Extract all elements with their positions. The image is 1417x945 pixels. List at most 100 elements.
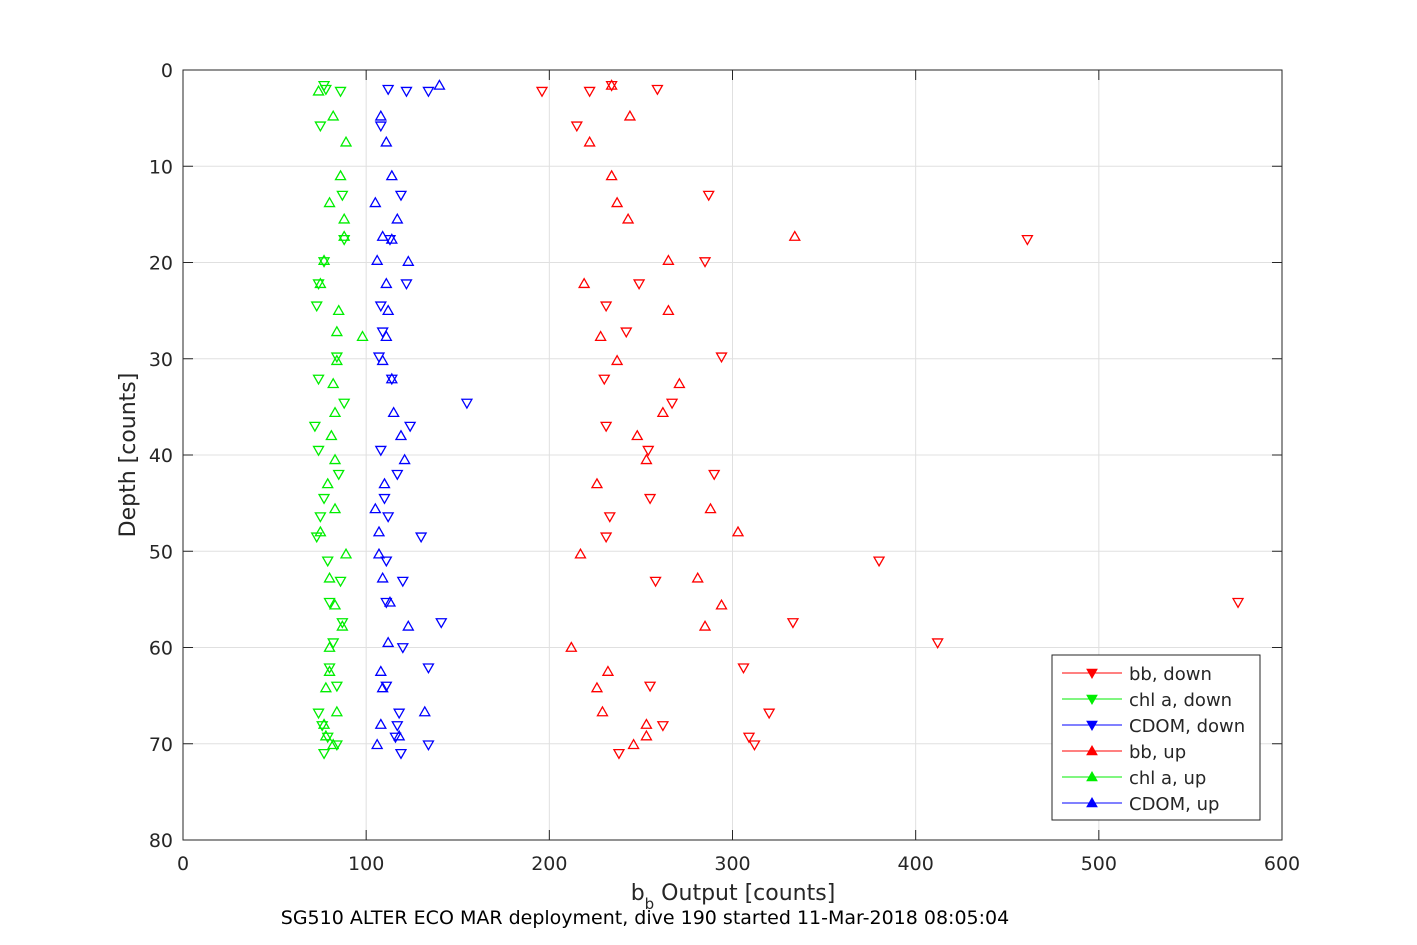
data-point-marker: [643, 493, 657, 505]
x-tick-label: 600: [1264, 853, 1300, 875]
data-point-marker: [323, 665, 336, 676]
data-point-marker: [598, 374, 611, 386]
y-tick-label: 60: [149, 638, 173, 660]
data-point-marker: [319, 681, 332, 693]
data-point-marker: [422, 86, 435, 98]
data-point-marker: [590, 477, 604, 489]
data-point-marker: [323, 196, 336, 208]
data-markers: [308, 79, 1245, 760]
data-point-marker: [372, 547, 386, 559]
data-point-marker: [698, 620, 712, 631]
x-axis-label: bb Output [counts]: [631, 881, 836, 913]
data-point-marker: [374, 665, 387, 676]
x-tick-label: 200: [531, 853, 567, 875]
data-point-marker: [565, 641, 578, 652]
data-point-marker: [643, 681, 657, 693]
x-tick-label: 500: [1081, 853, 1117, 875]
data-point-marker: [404, 421, 417, 433]
data-point-marker: [330, 681, 343, 693]
data-point-marker: [374, 718, 387, 729]
data-point-marker: [623, 109, 637, 121]
data-point-marker: [332, 469, 345, 481]
data-point-marker: [394, 429, 408, 441]
figure-caption: SG510 ALTER ECO MAR deployment, dive 190…: [281, 907, 1009, 929]
data-point-marker: [610, 354, 624, 366]
y-tick-label: 40: [149, 445, 173, 467]
data-point-marker: [422, 663, 435, 675]
data-point-marker: [763, 708, 776, 720]
data-point-marker: [649, 576, 662, 588]
x-tick-label: 0: [177, 853, 189, 875]
data-point-marker: [731, 525, 745, 537]
legend-marker: [1086, 770, 1098, 782]
data-point-marker: [400, 86, 413, 98]
data-point-marker: [378, 477, 391, 489]
legend-label: chl a, up: [1129, 768, 1206, 789]
data-point-marker: [317, 254, 331, 265]
data-point-marker: [398, 453, 411, 465]
data-point-marker: [698, 257, 712, 268]
y-tick-label: 70: [149, 734, 173, 756]
data-point-marker: [382, 84, 395, 96]
data-point-marker: [391, 469, 404, 481]
data-point-marker: [385, 233, 398, 244]
data-point-marker: [374, 121, 387, 133]
data-point-marker: [673, 377, 686, 389]
data-point-marker: [742, 732, 756, 744]
data-point-marker: [651, 84, 664, 96]
data-point-marker: [383, 595, 397, 607]
data-point-marker: [334, 86, 347, 98]
data-point-marker: [389, 732, 402, 744]
data-point-marker: [393, 708, 406, 720]
data-point-marker: [394, 748, 408, 760]
data-point-marker: [382, 304, 395, 316]
axis-ticks: 0 100 200 300 400 500 600 0 10 20 30 40 50 60 70 80: [149, 60, 1300, 875]
data-point-marker: [380, 135, 393, 147]
data-point-marker: [374, 109, 387, 121]
legend-marker: [1086, 796, 1098, 808]
data-point-marker: [369, 196, 382, 208]
series-4: [312, 84, 369, 750]
data-point-marker: [310, 301, 323, 313]
data-point-marker: [715, 352, 728, 364]
data-point-marker: [328, 406, 342, 418]
y-tick-label: 30: [149, 349, 173, 371]
data-point-marker: [319, 84, 332, 96]
data-point-marker: [788, 230, 801, 241]
data-point-marker: [391, 212, 404, 224]
data-point-marker: [599, 532, 613, 544]
data-point-marker: [334, 169, 347, 181]
data-point-marker: [317, 257, 331, 268]
data-point-marker: [596, 705, 609, 717]
data-point-marker: [656, 721, 670, 732]
y-tick-label: 80: [149, 830, 173, 852]
data-point-marker: [338, 398, 351, 410]
data-point-marker: [336, 618, 349, 629]
data-point-marker: [327, 377, 340, 389]
data-point-marker: [642, 445, 655, 457]
data-point-marker: [327, 109, 340, 121]
data-point-marker: [317, 748, 331, 760]
data-point-marker: [640, 729, 653, 741]
data-point-marker: [656, 406, 670, 418]
series-5: [369, 79, 446, 750]
data-point-marker: [356, 330, 369, 342]
data-point-marker: [319, 729, 332, 741]
data-point-marker: [330, 352, 343, 364]
data-point-marker: [378, 493, 391, 505]
data-point-marker: [605, 169, 618, 181]
data-point-marker: [382, 512, 395, 523]
data-point-marker: [594, 330, 607, 342]
data-point-marker: [328, 453, 342, 465]
data-point-marker: [338, 230, 351, 241]
data-point-marker: [612, 748, 626, 760]
data-point-marker: [601, 665, 615, 676]
data-point-marker: [396, 576, 409, 588]
data-point-marker: [330, 325, 343, 337]
data-point-marker: [317, 493, 331, 505]
data-point-marker: [574, 547, 587, 559]
legend-marker: [1086, 744, 1098, 756]
data-point-marker: [748, 740, 761, 752]
data-point-marker: [400, 279, 413, 290]
